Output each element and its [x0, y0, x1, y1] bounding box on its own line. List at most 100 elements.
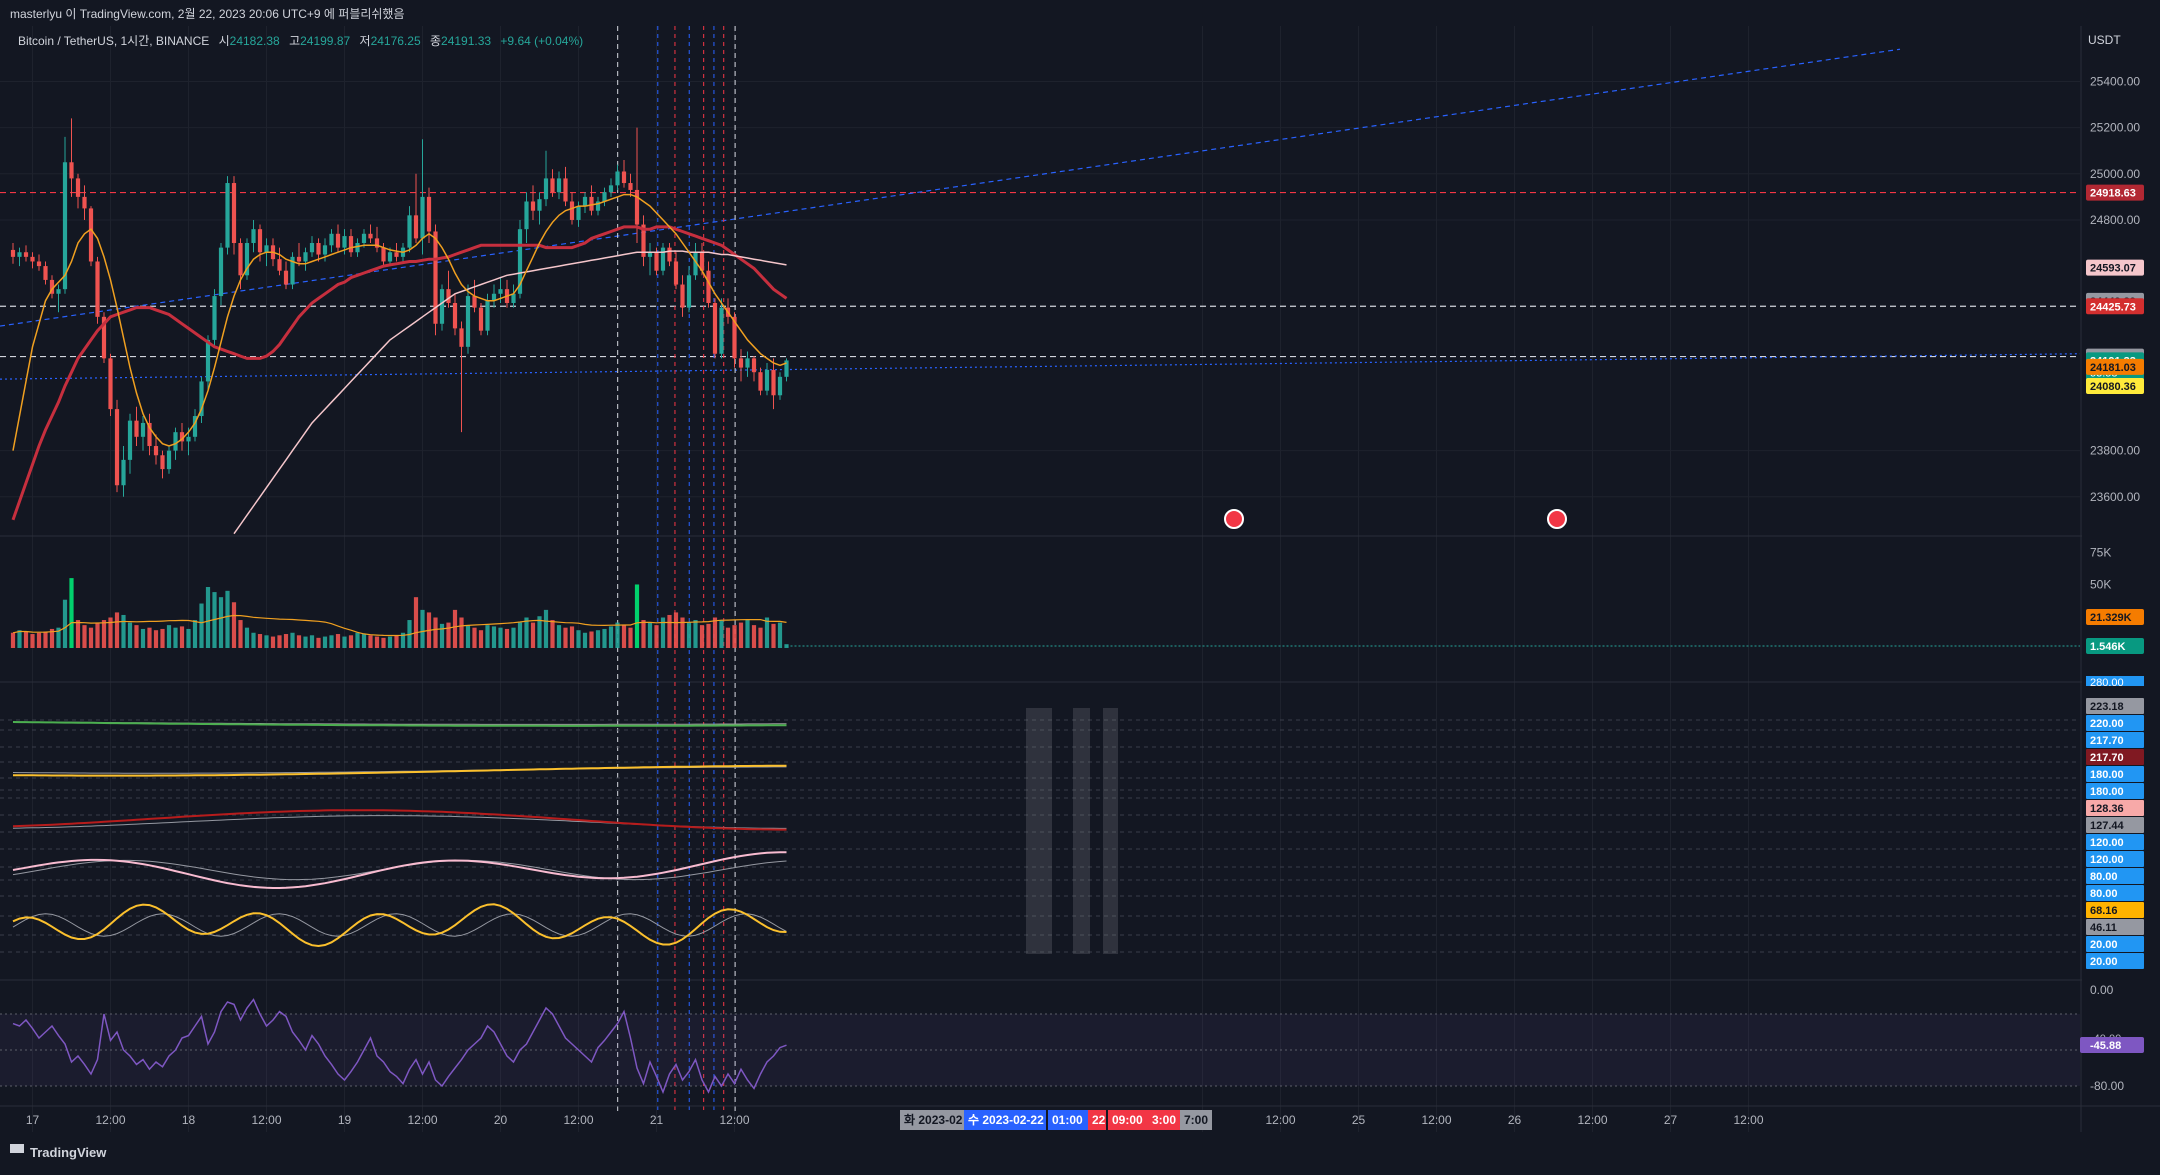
high-label: 고	[289, 34, 300, 48]
volume-pane[interactable]	[10, 578, 2080, 648]
volume-bar	[296, 635, 302, 648]
candle-body	[407, 215, 412, 248]
volume-bar	[569, 626, 575, 648]
candle-body	[368, 233, 373, 239]
volume-bar	[342, 636, 347, 648]
time-marker-label: 7:00	[1184, 1113, 1208, 1127]
price-tick-label: 23800.00	[2090, 444, 2140, 458]
price-label-box	[2086, 184, 2144, 201]
highlight-zone	[1026, 708, 1052, 954]
tradingview-logo[interactable]: TradingView	[10, 1144, 107, 1160]
volume-bar	[192, 620, 198, 648]
candle-body	[465, 296, 471, 347]
volume-bar	[134, 625, 139, 648]
volume-bar	[394, 635, 399, 648]
time-tick-label: 19	[338, 1113, 352, 1127]
symbol-line: Bitcoin / TetherUS, 1시간, BINANCE 시24182.…	[18, 34, 583, 48]
candle-body	[166, 450, 172, 470]
time-marker-label: 수 2023-02-22	[968, 1113, 1044, 1127]
oscillator-label-box	[2086, 936, 2144, 952]
volume-bar	[121, 614, 126, 648]
candle-body	[738, 358, 744, 368]
volume-bar	[218, 597, 224, 648]
time-tick-label: 12:00	[95, 1113, 125, 1127]
volume-bar	[140, 628, 146, 648]
volume-bar	[738, 622, 744, 648]
candle-body	[699, 252, 705, 271]
highlight-zone	[1073, 708, 1090, 954]
volume-bar	[88, 627, 94, 648]
volume-bar	[459, 617, 464, 648]
candle-body	[771, 369, 776, 396]
volume-bar	[446, 622, 451, 648]
volume-bar	[238, 620, 243, 648]
volume-bar	[205, 587, 211, 648]
volume-bar	[491, 626, 497, 648]
candle-body	[329, 233, 334, 246]
candle-body	[420, 196, 425, 239]
candle-body	[608, 185, 614, 193]
volume-bar	[283, 634, 289, 648]
volume-bar	[186, 628, 191, 648]
candle-body	[459, 328, 464, 347]
candle-body	[95, 261, 100, 317]
time-tick-label: 17	[26, 1113, 40, 1127]
volume-tick-label: 75K	[2090, 546, 2111, 560]
time-marker-box	[1048, 1110, 1088, 1130]
oscillator-label: 20.00	[2090, 939, 2118, 951]
candle-body	[628, 183, 633, 190]
oscillator-label-box	[2086, 732, 2144, 748]
close-value: 24191.33	[441, 34, 491, 48]
moving-average-line	[12, 193, 787, 451]
moving-average-line	[11, 225, 788, 521]
rsi-pane[interactable]	[0, 998, 2080, 1095]
candle-body	[257, 229, 263, 253]
volume-label-box	[2086, 609, 2144, 625]
volume-bar	[680, 617, 685, 648]
time-axis[interactable]: 1712:001812:001912:002012:002112:002412:…	[0, 1105, 2160, 1130]
volume-bar	[472, 627, 477, 648]
volume-bar	[498, 627, 503, 648]
oscillator-pane[interactable]	[0, 708, 2080, 954]
candle-body	[23, 252, 29, 257]
price-axis[interactable]: 25400.00 25200.00 25000.00 24800.00 23800.00…	[2080, 26, 2160, 1132]
candle-body	[576, 206, 581, 220]
volume-bar	[95, 622, 100, 648]
candle-body	[745, 358, 750, 368]
time-marker-box	[1148, 1110, 1182, 1130]
candle-body	[335, 233, 341, 248]
volume-bar	[673, 612, 679, 648]
low-value: 24176.25	[371, 34, 421, 48]
candle-body	[296, 256, 302, 262]
candle-body	[277, 259, 282, 271]
price-label: 24181.03	[2090, 362, 2136, 374]
candle-body	[218, 247, 224, 297]
candle-body	[472, 296, 477, 308]
price-label-box	[2086, 259, 2144, 276]
volume-bar	[465, 625, 471, 648]
candle-body	[706, 270, 711, 303]
candle-body	[634, 189, 640, 225]
candle-body	[309, 243, 315, 253]
candle-body	[582, 196, 588, 207]
volume-bar	[602, 628, 607, 648]
volume-bar	[530, 622, 536, 648]
price-pane[interactable]	[10, 118, 1567, 535]
volume-bar	[771, 623, 776, 648]
candle-body	[387, 252, 393, 262]
candle-body	[147, 422, 152, 447]
volume-bar	[36, 632, 42, 648]
candle-body	[478, 307, 484, 331]
oscillator-label-partial: 280.00	[2090, 677, 2124, 689]
candle-body	[530, 201, 536, 211]
oscillator-line	[12, 809, 787, 831]
volume-bar	[322, 636, 328, 648]
candle-body	[17, 252, 22, 257]
candle-body	[62, 162, 68, 290]
oscillator-label-box	[2086, 749, 2144, 765]
time-tick-label: 12:00	[1421, 1113, 1451, 1127]
candle-body	[433, 231, 438, 324]
volume-label: 1.546K	[2090, 641, 2126, 653]
candle-body	[30, 256, 35, 262]
